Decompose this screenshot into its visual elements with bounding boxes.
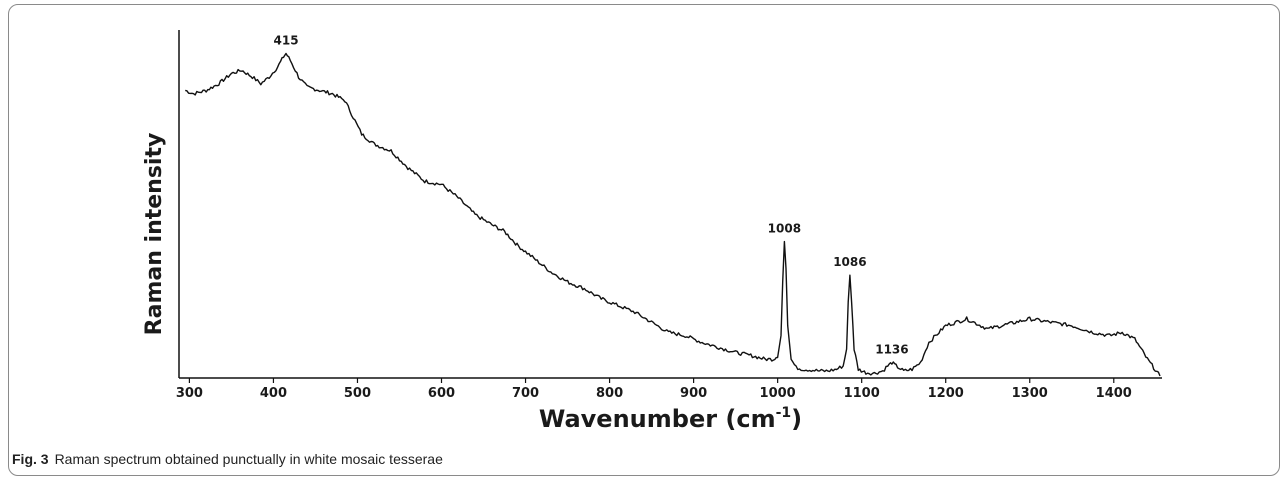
x-tick-label: 300: [176, 386, 203, 401]
x-tick-label: 500: [344, 386, 371, 401]
raman-spectrum-chart: 300 400 500 600 700 800 900 1000 1100 1200 1300 140…: [142, 30, 1162, 433]
x-tick-label: 600: [428, 386, 455, 401]
y-axis-title: Raman intensity: [142, 133, 167, 336]
x-tick-label: 700: [512, 386, 539, 401]
peak-label: 1008: [768, 222, 801, 236]
x-tick-label: 800: [596, 386, 623, 401]
x-tick-label: 1200: [928, 386, 964, 401]
x-ticks: 300 400 500 600 700 800 900 1000 1100 1200 1300 140…: [176, 378, 1132, 401]
x-tick-label: 900: [680, 386, 707, 401]
x-tick-label: 1300: [1012, 386, 1048, 401]
x-axis-title-main: Wavenumber (cm: [539, 405, 776, 433]
peak-label: 415: [274, 33, 299, 47]
x-axis-title-superscript: -1: [776, 405, 792, 421]
spectrum-line: [185, 52, 1161, 377]
x-tick-label: 1000: [760, 386, 796, 401]
peak-labels: 415 1008 1086 1136: [274, 33, 909, 356]
peak-label: 1086: [833, 255, 866, 269]
x-tick-label: 400: [260, 386, 287, 401]
x-tick-label: 1100: [844, 386, 880, 401]
x-tick-label: 1400: [1096, 386, 1132, 401]
x-axis-title-close: ): [791, 405, 802, 433]
caption-text: Raman spectrum obtained punctually in wh…: [54, 451, 443, 467]
x-axis-title: Wavenumber (cm-1): [539, 405, 802, 433]
figure-caption: Fig. 3 Raman spectrum obtained punctually…: [12, 451, 443, 467]
caption-figure-label: Fig. 3: [12, 451, 49, 467]
peak-label: 1136: [875, 343, 908, 357]
